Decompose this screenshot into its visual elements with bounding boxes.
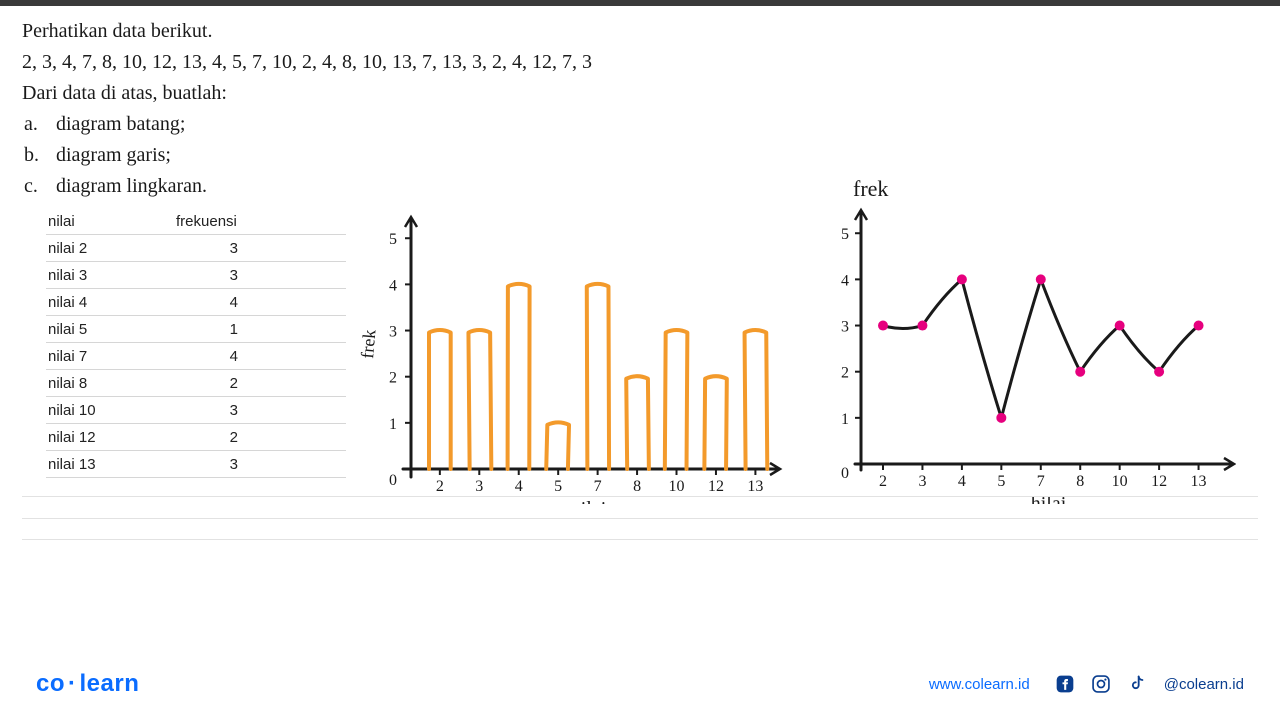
svg-text:5: 5 (997, 473, 1005, 490)
table-cell-freq: 2 (176, 429, 266, 446)
table-cell-freq: 3 (176, 456, 266, 473)
table-cell-nilai: nilai 4 (46, 294, 176, 311)
table-cell-freq: 3 (176, 402, 266, 419)
logo-co: co (36, 670, 65, 697)
option-a-letter: a. (24, 109, 42, 140)
option-a-text: diagram batang; (56, 109, 185, 140)
svg-text:10: 10 (1112, 473, 1128, 490)
facebook-icon[interactable] (1054, 673, 1076, 695)
svg-text:1: 1 (841, 411, 849, 428)
table-cell-freq: 2 (176, 375, 266, 392)
table-row: nilai 44 (46, 289, 346, 316)
table-cell-freq: 4 (176, 348, 266, 365)
svg-text:5: 5 (554, 478, 562, 495)
table-cell-nilai: nilai 7 (46, 348, 176, 365)
svg-text:5: 5 (389, 231, 397, 248)
table-cell-freq: 1 (176, 321, 266, 338)
svg-text:2: 2 (436, 478, 444, 495)
table-row: nilai 74 (46, 343, 346, 370)
table-row: nilai 133 (46, 451, 346, 478)
table-row: nilai 122 (46, 424, 346, 451)
svg-text:7: 7 (594, 478, 602, 495)
table-cell-nilai: nilai 12 (46, 429, 176, 446)
table-cell-freq: 3 (176, 240, 266, 257)
option-b-text: diagram garis; (56, 140, 171, 171)
option-b-letter: b. (24, 140, 42, 171)
table-cell-nilai: nilai 3 (46, 267, 176, 284)
table-header-frekuensi: frekuensi (176, 213, 266, 230)
svg-text:5: 5 (841, 226, 849, 243)
svg-text:3: 3 (841, 319, 849, 336)
svg-text:4: 4 (515, 478, 523, 495)
svg-text:3: 3 (918, 473, 926, 490)
table-cell-freq: 4 (176, 294, 266, 311)
svg-text:1: 1 (389, 416, 397, 433)
table-header-row: nilai frekuensi (46, 208, 346, 235)
svg-text:3: 3 (389, 324, 397, 341)
footer-right: www.colearn.id @colearn.id (929, 673, 1244, 695)
table-row: nilai 23 (46, 235, 346, 262)
logo-learn: learn (80, 670, 140, 697)
svg-text:4: 4 (841, 272, 849, 289)
table-cell-nilai: nilai 13 (46, 456, 176, 473)
svg-text:2: 2 (389, 370, 397, 387)
footer-url[interactable]: www.colearn.id (929, 676, 1030, 693)
line-chart-svg: frek123450234578101213hilai (806, 174, 1236, 504)
table-row: nilai 33 (46, 262, 346, 289)
line-chart: frek123450234578101213hilai (806, 174, 1236, 484)
frequency-table: nilai frekuensi nilai 23nilai 33nilai 44… (46, 208, 346, 478)
footer-handle[interactable]: @colearn.id (1164, 676, 1244, 693)
option-c-letter: c. (24, 171, 42, 202)
content-area: Perhatikan data berikut. 2, 3, 4, 7, 8, … (0, 6, 1280, 504)
svg-text:8: 8 (1076, 473, 1084, 490)
svg-text:12: 12 (1151, 473, 1167, 490)
svg-text:3: 3 (475, 478, 483, 495)
table-cell-nilai: nilai 5 (46, 321, 176, 338)
svg-text:12: 12 (708, 478, 724, 495)
svg-text:0: 0 (841, 465, 849, 482)
brand-logo: co·learn (36, 670, 139, 698)
option-b: b. diagram garis; (24, 140, 1258, 171)
svg-text:13: 13 (747, 478, 763, 495)
svg-text:2: 2 (879, 473, 887, 490)
table-row: nilai 103 (46, 397, 346, 424)
svg-text:13: 13 (1191, 473, 1207, 490)
footer: co·learn www.colearn.id @colearn.id (36, 670, 1244, 698)
bar-chart: 12345frek0234578101213nilai (356, 194, 786, 504)
svg-text:frek: frek (853, 176, 888, 201)
problem-line-1: Perhatikan data berikut. (22, 16, 1258, 47)
table-cell-freq: 3 (176, 267, 266, 284)
bar-chart-svg: 12345frek0234578101213nilai (356, 194, 786, 504)
instagram-icon[interactable] (1090, 673, 1112, 695)
tiktok-icon[interactable] (1126, 673, 1148, 695)
svg-text:10: 10 (669, 478, 685, 495)
problem-line-3: Dari data di atas, buatlah: (22, 78, 1258, 109)
table-header-nilai: nilai (46, 213, 176, 230)
table-row: nilai 51 (46, 316, 346, 343)
option-a: a. diagram batang; (24, 109, 1258, 140)
svg-text:8: 8 (633, 478, 641, 495)
table-cell-nilai: nilai 10 (46, 402, 176, 419)
table-body: nilai 23nilai 33nilai 44nilai 51nilai 74… (46, 235, 346, 478)
svg-text:4: 4 (389, 277, 397, 294)
svg-text:frek: frek (357, 329, 379, 360)
notebook-rules (22, 496, 1258, 540)
svg-text:0: 0 (389, 472, 397, 489)
option-c-text: diagram lingkaran. (56, 171, 207, 202)
main-area: nilai frekuensi nilai 23nilai 33nilai 44… (22, 204, 1258, 504)
table-cell-nilai: nilai 8 (46, 375, 176, 392)
svg-text:2: 2 (841, 365, 849, 382)
logo-dot: · (68, 670, 77, 697)
table-cell-nilai: nilai 2 (46, 240, 176, 257)
problem-line-2: 2, 3, 4, 7, 8, 10, 12, 13, 4, 5, 7, 10, … (22, 47, 1258, 78)
table-row: nilai 82 (46, 370, 346, 397)
svg-text:7: 7 (1037, 473, 1045, 490)
svg-text:4: 4 (958, 473, 966, 490)
